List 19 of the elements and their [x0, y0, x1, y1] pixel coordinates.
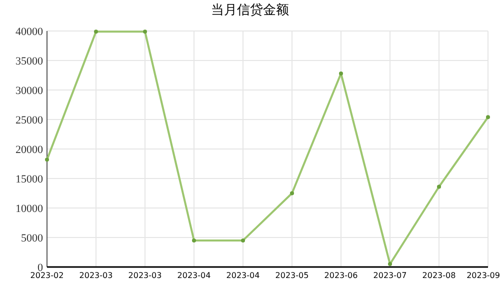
x-tick-label: 2023-04 — [177, 271, 211, 280]
chart-title: 当月信贷金额 — [211, 3, 289, 18]
x-tick-label: 2023-03 — [79, 271, 113, 280]
x-tick-label: 2023-05 — [275, 271, 309, 280]
y-tick-label: 15000 — [16, 174, 44, 186]
y-tick-label: 30000 — [16, 85, 44, 97]
y-tick-label: 20000 — [16, 144, 44, 156]
x-tick-label: 2023-03 — [128, 271, 162, 280]
y-tick-label: 25000 — [16, 114, 44, 126]
x-tick-label: 2023-02 — [30, 271, 64, 280]
y-tick-label: 35000 — [16, 56, 44, 68]
y-tick-label: 5000 — [21, 232, 44, 244]
x-tick-label: 2023-09 — [466, 271, 500, 280]
x-tick-label: 2023-06 — [324, 271, 358, 280]
y-tick-label: 10000 — [16, 203, 44, 215]
x-tick-label: 2023-04 — [226, 271, 260, 280]
x-tick-label: 2023-08 — [422, 271, 456, 280]
y-tick-label: 40000 — [16, 26, 44, 38]
x-tick-label: 2023-07 — [373, 271, 407, 280]
